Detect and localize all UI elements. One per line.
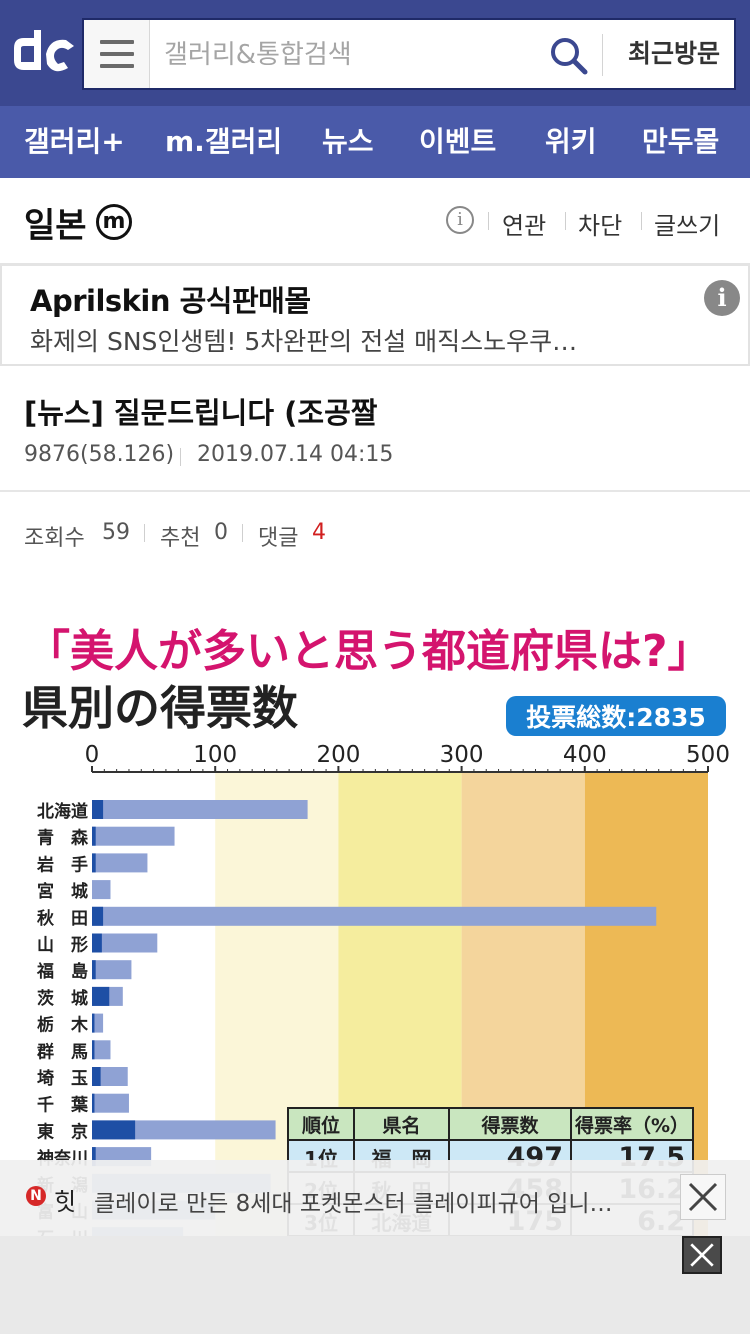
comments-label: 댓글 — [258, 526, 299, 551]
views-label: 조회수 — [24, 526, 85, 551]
bar — [92, 880, 111, 900]
chart-headline: 「美人が多いと思う都道府県は?」 — [26, 626, 712, 677]
post-image: 「美人が多いと思う都道府県は?」 県別の得票数 投票総数:2835 0 100 20… — [0, 600, 750, 1240]
table-header-text: 県名 — [382, 1114, 420, 1137]
close-ad-icon[interactable] — [682, 1236, 722, 1274]
bar — [92, 1067, 128, 1086]
block-link[interactable]: 차단 — [578, 212, 623, 240]
x-tick-label: 500 — [686, 742, 730, 768]
post-date: 2019.07.14 04:15 — [197, 442, 394, 467]
bar-dark-portion — [92, 960, 96, 980]
gallery-title[interactable]: 일본 — [24, 206, 87, 246]
total-votes-text: 投票総数:2835 — [526, 703, 706, 732]
info-icon[interactable]: i — [446, 206, 474, 234]
post-author[interactable]: 9876(58.126) — [24, 442, 175, 467]
category-label: 福 島 — [36, 961, 88, 982]
search-input[interactable] — [164, 38, 544, 72]
bar — [92, 906, 657, 926]
category-label: 北海道 — [37, 801, 88, 822]
bar — [92, 800, 308, 819]
n-badge-icon: N — [26, 1186, 46, 1206]
bar — [92, 960, 132, 980]
write-link[interactable]: 글쓰기 — [654, 212, 721, 240]
bar-dark-portion — [92, 906, 104, 926]
category-label: 宮 城 — [37, 881, 88, 902]
category-label: 千 葉 — [37, 1095, 89, 1116]
bar-dark-portion — [92, 1093, 95, 1113]
chart-subtitle: 県別の得票数 — [22, 681, 298, 735]
bar-dark-portion — [92, 826, 96, 846]
bar-dark-portion — [92, 1067, 101, 1086]
bar — [92, 1040, 111, 1060]
x-tick-label: 200 — [316, 742, 360, 768]
table-header-text: 得票率（%） — [574, 1114, 689, 1137]
search-box: 최근방문 — [82, 18, 736, 90]
hit-label: 힛 — [54, 1188, 77, 1216]
post-header: [뉴스] 질문드립니다 (조공짤 9876(58.126) 2019.07.14… — [0, 366, 750, 492]
post-title: [뉴스] 질문드립니다 (조공짤 — [24, 396, 378, 430]
category-label: 東 京 — [37, 1121, 88, 1142]
bar — [92, 826, 175, 846]
bar-dark-portion — [92, 1040, 95, 1060]
bar-dark-portion — [92, 933, 102, 953]
category-label: 茨 城 — [37, 988, 88, 1009]
category-label: 山 形 — [37, 935, 88, 956]
x-tick-label: 100 — [193, 742, 237, 768]
bar — [92, 1093, 129, 1113]
bar-dark-portion — [92, 800, 104, 819]
views-count: 59 — [102, 520, 130, 545]
nav-item-gallery-plus[interactable]: 갤러리+ — [24, 125, 125, 158]
close-icon[interactable] — [680, 1174, 726, 1220]
search-icon[interactable] — [549, 36, 589, 76]
menu-button[interactable] — [84, 20, 150, 88]
category-label: 岩 手 — [36, 854, 88, 875]
bar-dark-portion — [92, 853, 96, 873]
top-header: 최근방문 — [0, 0, 750, 106]
gallery-title-bar: 일본 m i 연관 차단 글쓰기 — [0, 178, 750, 266]
nav-item-event[interactable]: 이벤트 — [419, 125, 497, 158]
comments-count[interactable]: 4 — [312, 520, 326, 545]
bar-dark-portion — [92, 986, 110, 1006]
x-tick-label: 300 — [440, 742, 484, 768]
total-votes-badge — [506, 696, 726, 736]
related-link[interactable]: 연관 — [502, 212, 547, 240]
hamburger-icon — [100, 40, 134, 44]
recommend-count: 0 — [214, 520, 228, 545]
bar — [92, 1120, 276, 1140]
bar — [92, 853, 148, 873]
search-divider — [602, 34, 603, 76]
recent-visit-button[interactable]: 최근방문 — [627, 39, 720, 68]
nav-item-m-gallery[interactable]: m.갤러리 — [165, 125, 283, 158]
recommend-label: 추천 — [160, 526, 201, 551]
main-nav: 갤러리+ m.갤러리 뉴스 이벤트 위키 만두몰 — [0, 106, 750, 178]
table-header-text: 得票数 — [480, 1114, 539, 1137]
minor-gallery-badge-icon: m — [96, 204, 132, 240]
nav-item-news[interactable]: 뉴스 — [322, 125, 374, 158]
bar-dark-portion — [92, 1147, 96, 1167]
ad-description[interactable]: 화제의 SNS인생템! 5차완판의 전설 매직스노우쿠… — [30, 327, 578, 356]
ticker-text[interactable]: 클레이로 만든 8세대 포켓몬스터 클레이피규어 입니… — [94, 1191, 613, 1217]
ad-info-icon[interactable]: i — [704, 280, 740, 316]
table-header-text: 順位 — [302, 1114, 340, 1137]
x-tick-label: 400 — [563, 742, 607, 768]
nav-item-wiki[interactable]: 위키 — [545, 125, 597, 158]
nav-item-mandoo-mall[interactable]: 만두몰 — [642, 125, 720, 158]
x-tick-label: 0 — [85, 742, 100, 768]
ad-title[interactable]: Aprilskin 공식판매몰 — [30, 284, 311, 318]
category-label: 栃 木 — [37, 1015, 89, 1036]
bottom-ad-area — [0, 1236, 750, 1334]
category-label: 埼 玉 — [37, 1068, 88, 1089]
category-label: 群 馬 — [37, 1041, 88, 1062]
bar — [92, 1013, 104, 1033]
dc-logo-icon[interactable] — [10, 26, 78, 80]
ad-banner[interactable]: Aprilskin 공식판매몰 화제의 SNS인생템! 5차완판의 전설 매직스… — [0, 266, 750, 366]
bar — [92, 933, 158, 953]
bar-dark-portion — [92, 1013, 95, 1033]
bar-dark-portion — [92, 1120, 136, 1140]
category-label: 青 森 — [37, 828, 89, 849]
hit-ticker[interactable]: N 힛 클레이로 만든 8세대 포켓몬스터 클레이피규어 입니… — [0, 1160, 750, 1236]
category-label: 秋 田 — [37, 908, 88, 929]
vote-chart: 「美人が多いと思う都道府県は?」 県別の得票数 投票総数:2835 0 100 20… — [22, 626, 730, 1240]
